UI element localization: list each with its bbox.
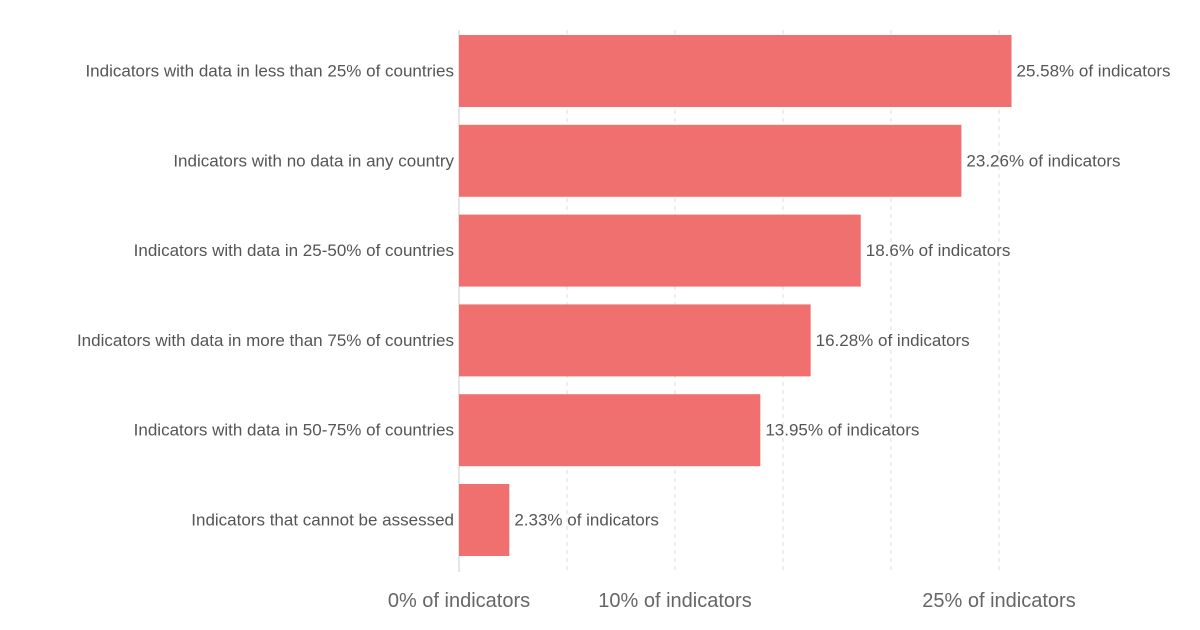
value-label-3: 16.28% of indicators bbox=[816, 331, 970, 350]
value-label-5: 2.33% of indicators bbox=[514, 511, 659, 530]
grid-layer bbox=[458, 30, 1000, 572]
category-label-0: Indicators with data in less than 25% of… bbox=[85, 62, 454, 81]
category-label-5: Indicators that cannot be assessed bbox=[191, 511, 454, 530]
bar-5 bbox=[459, 484, 510, 556]
bar-3 bbox=[459, 304, 811, 377]
category-label-4: Indicators with data in 50-75% of countr… bbox=[134, 421, 454, 440]
value-label-0: 25.58% of indicators bbox=[1017, 62, 1171, 81]
bar-0 bbox=[459, 35, 1012, 107]
category-label-2: Indicators with data in 25-50% of countr… bbox=[134, 241, 454, 260]
bar-1 bbox=[459, 124, 962, 197]
category-label-3: Indicators with data in more than 75% of… bbox=[77, 331, 454, 350]
value-label-1: 23.26% of indicators bbox=[966, 151, 1120, 170]
x-tick-label-1: 10% of indicators bbox=[598, 590, 751, 612]
x-tick-label-0: 0% of indicators bbox=[388, 590, 530, 612]
tick-layer: 0% of indicators 10% of indicators 25% of … bbox=[388, 590, 1076, 612]
category-label-1: Indicators with no data in any country bbox=[173, 151, 454, 170]
label-layer: Indicators with data in less than 25% of… bbox=[77, 62, 1171, 530]
value-label-4: 13.95% of indicators bbox=[765, 421, 919, 440]
bar-layer bbox=[459, 35, 1012, 556]
bar-2 bbox=[459, 214, 861, 287]
value-label-2: 18.6% of indicators bbox=[866, 241, 1011, 260]
x-tick-label-2: 25% of indicators bbox=[922, 590, 1075, 612]
bar-4 bbox=[459, 394, 761, 467]
